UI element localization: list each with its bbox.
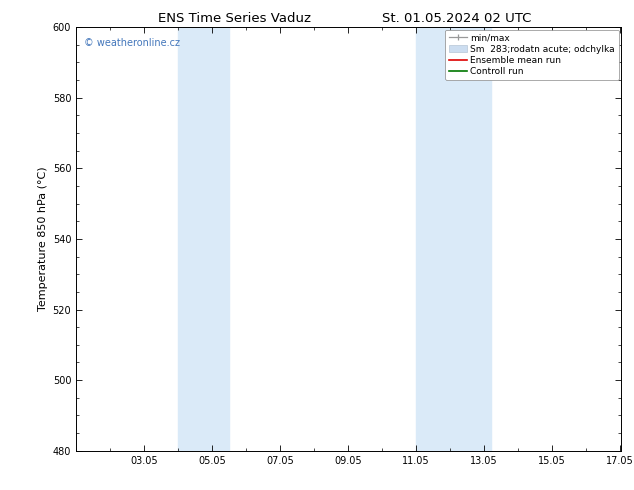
Bar	[178, 27, 229, 451]
Legend: min/max, Sm  283;rodatn acute; odchylka, Ensemble mean run, Controll run: min/max, Sm 283;rodatn acute; odchylka, …	[445, 30, 619, 80]
Text: © weatheronline.cz: © weatheronline.cz	[84, 38, 180, 48]
Y-axis label: Temperature 850 hPa (°C): Temperature 850 hPa (°C)	[39, 167, 48, 311]
Text: St. 01.05.2024 02 UTC: St. 01.05.2024 02 UTC	[382, 12, 531, 25]
Bar	[416, 27, 491, 451]
Text: ENS Time Series Vaduz: ENS Time Series Vaduz	[158, 12, 311, 25]
